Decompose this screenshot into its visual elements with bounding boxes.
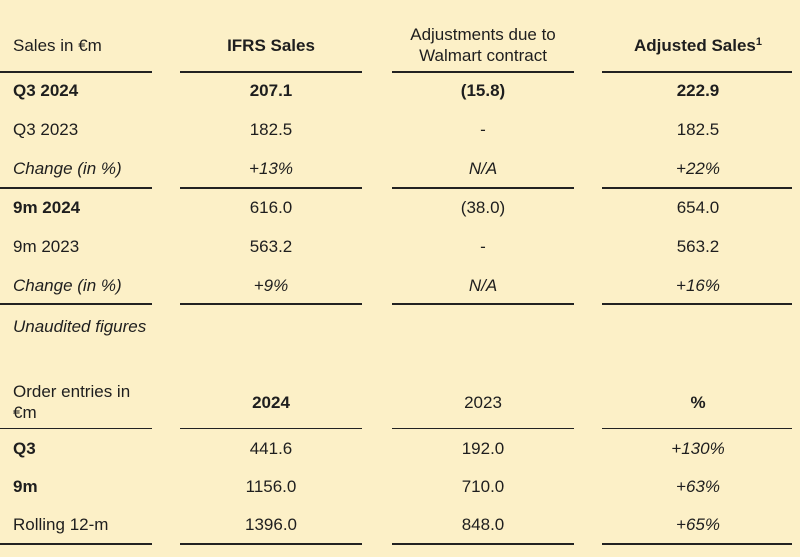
sales-header-adjusted-text: Adjusted Sales — [634, 36, 756, 55]
section-rule — [602, 303, 792, 305]
footnote-marker: 1 — [755, 36, 762, 48]
section-rule — [392, 187, 574, 189]
header-rule — [180, 71, 362, 73]
orders-row-label: Rolling 12-m — [13, 515, 109, 534]
section-rule — [602, 187, 792, 189]
sales-row-label: 9m 2024 — [13, 198, 81, 217]
sales-row-adjustments: (15.8) — [460, 81, 506, 100]
header-rule — [392, 428, 574, 429]
bottom-rule — [602, 543, 792, 545]
sales-row-adjusted: +16% — [676, 276, 720, 295]
sales-row-ifrs: 563.2 — [249, 237, 293, 256]
sales-row-adjusted: +22% — [676, 159, 720, 178]
orders-header-label: Order entries in €m — [13, 382, 131, 422]
orders-row-pct: +130% — [671, 439, 725, 458]
sales-row-label: Change (in %) — [13, 276, 122, 295]
sales-row-ifrs: +9% — [253, 276, 289, 295]
sales-header-ifrs: IFRS Sales — [227, 36, 315, 55]
orders-header-2023: 2023 — [464, 393, 502, 412]
orders-header-pct: % — [690, 393, 706, 412]
bottom-rule — [180, 543, 362, 545]
orders-row-label: Q3 — [13, 439, 36, 458]
orders-row-2023: 848.0 — [461, 515, 505, 534]
sales-row-adjusted: 222.9 — [676, 81, 720, 100]
sales-row-adjustments: (38.0) — [460, 198, 506, 217]
sales-row-adjustments: N/A — [468, 276, 498, 295]
section-rule — [392, 303, 574, 305]
orders-row-pct: +65% — [676, 515, 720, 534]
sales-row-adjustments: N/A — [468, 159, 498, 178]
section-rule — [180, 303, 362, 305]
header-rule — [602, 71, 792, 73]
sales-row-ifrs: 182.5 — [249, 120, 293, 139]
bottom-rule — [0, 543, 152, 545]
orders-row-pct: +63% — [676, 477, 720, 496]
unaudited-note: Unaudited figures — [13, 317, 147, 336]
orders-row-2023: 192.0 — [461, 439, 505, 458]
sales-row-ifrs: 616.0 — [249, 198, 293, 217]
sales-row-label: Q3 2024 — [13, 81, 79, 100]
header-rule — [180, 428, 362, 429]
orders-row-label: 9m — [13, 477, 38, 496]
orders-header-2024: 2024 — [252, 393, 290, 412]
sales-header-adjusted: Adjusted Sales1 — [604, 35, 792, 57]
section-rule — [0, 303, 152, 305]
sales-row-adjusted: 654.0 — [676, 198, 720, 217]
section-rule — [180, 187, 362, 189]
sales-row-label: 9m 2023 — [13, 237, 80, 256]
sales-row-ifrs: +13% — [249, 159, 293, 178]
sales-header-adjustments: Adjustments due to Walmart contract — [410, 25, 556, 65]
sales-row-label: Change (in %) — [13, 159, 122, 178]
header-rule — [602, 428, 792, 429]
sales-row-adjustments: - — [480, 120, 486, 139]
sales-row-adjusted: 563.2 — [676, 237, 720, 256]
orders-row-2024: 1396.0 — [245, 515, 297, 534]
orders-row-2024: 1156.0 — [245, 477, 297, 496]
orders-row-2024: 441.6 — [249, 439, 293, 458]
orders-row-2023: 710.0 — [461, 477, 505, 496]
sales-header-label: Sales in €m — [13, 36, 102, 55]
sales-row-label: Q3 2023 — [13, 120, 79, 139]
sales-row-ifrs: 207.1 — [249, 81, 293, 100]
header-rule — [0, 428, 152, 429]
header-rule — [392, 71, 574, 73]
sales-row-adjusted: 182.5 — [676, 120, 720, 139]
bottom-rule — [392, 543, 574, 545]
sales-row-adjustments: - — [480, 237, 486, 256]
section-rule — [0, 187, 152, 189]
header-rule — [0, 71, 152, 73]
